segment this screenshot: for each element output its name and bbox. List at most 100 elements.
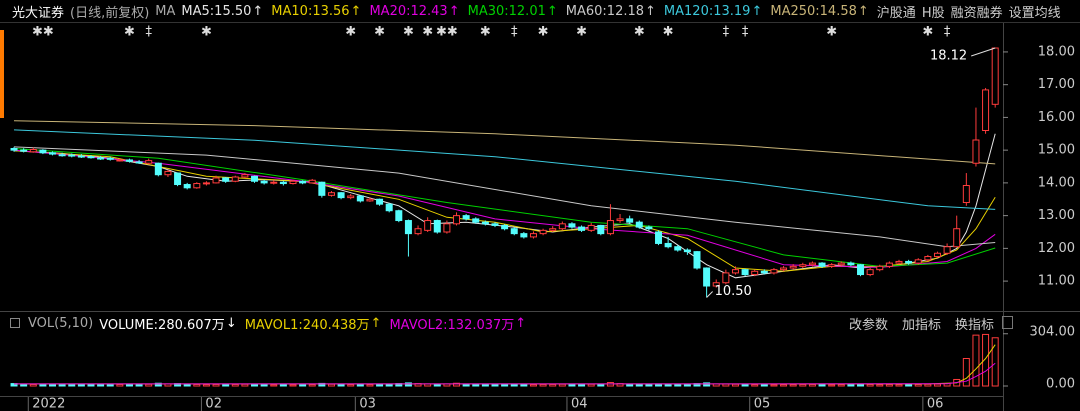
candle-body (462, 215, 470, 220)
volume-bar (481, 383, 489, 387)
candle-body (58, 154, 66, 157)
legend-trend: ↑ (448, 3, 460, 19)
candle-body (703, 267, 711, 287)
legend-trend: ↑ (350, 3, 362, 19)
volume-bar (356, 383, 364, 387)
candle-body (885, 262, 893, 267)
candle-body (395, 210, 403, 222)
event-marker: ✱✱ (436, 25, 458, 40)
event-marker: ✱ (576, 25, 587, 40)
y-tick-label: 0.00 (1046, 377, 1075, 392)
volume-bar (337, 383, 345, 387)
x-tick-label: 05 (754, 397, 771, 411)
candle-body (308, 179, 316, 184)
legend-entry: MA10:13.56 (271, 3, 350, 19)
y-tick-label: 14.00 (1038, 175, 1075, 190)
event-marker: ✱✱ (32, 25, 54, 40)
legend-trend: ↑ (370, 315, 382, 331)
candle-body (164, 170, 172, 176)
x-tick-label: 02 (205, 397, 222, 411)
volume-bar (472, 383, 480, 387)
legend-trend: ↑ (252, 3, 264, 19)
event-marker: ✱ (538, 25, 549, 40)
volume-bar (731, 383, 739, 387)
candle-body (154, 162, 162, 176)
volume-toolbar: 改参数 加指标 换指标 (841, 314, 1000, 333)
volume-bar (741, 383, 749, 387)
legend-entry: MAVOL1:240.438万 (244, 317, 370, 333)
legend-entry: MA30:12.01 (467, 3, 546, 19)
candle-body (655, 231, 663, 244)
candle-body (876, 265, 884, 271)
volume-bar (29, 383, 37, 387)
volume-bar (837, 384, 845, 387)
candle-body (145, 160, 153, 164)
candle-body (29, 148, 37, 153)
volume-bar (145, 383, 153, 387)
event-marker: ‡ (723, 25, 730, 40)
volume-bar (501, 384, 509, 387)
toolbar-button[interactable]: 沪股通 (876, 5, 916, 21)
volume-bar (751, 384, 759, 387)
candle-body (606, 220, 614, 235)
legend-entry: MAVOL2:132.037万 (389, 317, 515, 333)
volume-bar (828, 384, 836, 387)
volume-bar (68, 384, 76, 387)
volume-bar (87, 383, 95, 387)
candle-body (866, 269, 874, 276)
event-marker: ✱ (922, 25, 933, 40)
toolbar-button[interactable]: 设置均线 (1008, 5, 1061, 21)
candle-body (318, 181, 326, 196)
candle-body (241, 174, 249, 178)
volume-bar (49, 384, 57, 387)
legend-entry: MA250:14.58 (770, 3, 857, 19)
annotation-label: 18.12 (930, 49, 967, 64)
candle-body (933, 252, 941, 258)
volume-bar (587, 383, 595, 387)
candle-body (87, 156, 95, 159)
volume-bar (327, 383, 335, 387)
candle-body (520, 233, 528, 238)
volume-bar (924, 383, 932, 387)
volume-bar (578, 384, 586, 387)
toolbar-button[interactable]: 改参数 (848, 317, 888, 333)
volume-bar (645, 383, 653, 387)
volume-trend: ↓ (225, 315, 237, 331)
candle-body (135, 161, 143, 164)
volume-bar (597, 383, 605, 387)
toolbar-button[interactable]: 融资融券 (950, 5, 1003, 21)
volume-bar (674, 383, 682, 387)
legend-entry: MA120:13.19 (663, 3, 751, 19)
ma-line (13, 133, 996, 279)
y-tick-label: 304.00 (1030, 324, 1076, 339)
volume-bar (982, 333, 990, 387)
candle-body (568, 223, 576, 228)
volume-bar (905, 384, 913, 387)
candle-body (770, 269, 778, 274)
toolbar-button[interactable]: 换指标 (954, 317, 994, 333)
candle-body (578, 226, 586, 231)
volume-bar (770, 384, 778, 387)
volume-bar (77, 384, 85, 387)
event-marker: ✱ (201, 25, 212, 40)
legend-trend: ↑ (645, 3, 656, 19)
candle-body (808, 262, 816, 266)
candle-body (327, 192, 335, 196)
candle-body (97, 157, 105, 160)
event-marker: ✱ (422, 25, 433, 40)
candle-body (549, 228, 557, 231)
volume-bar (270, 384, 278, 387)
candle-body (962, 185, 970, 204)
candle-body (914, 259, 922, 264)
candle-body (174, 172, 182, 186)
toolbar-button[interactable]: H股 (921, 5, 945, 21)
ma-label: MA (155, 3, 176, 19)
event-marker: ✱ (480, 25, 491, 40)
candle-body (337, 192, 345, 199)
candle-body (722, 272, 730, 284)
candle-body (20, 149, 28, 152)
toolbar-button[interactable]: 加指标 (901, 317, 941, 333)
panel-close[interactable] (1002, 316, 1013, 329)
volume-bar (866, 383, 874, 387)
volume-bar (308, 384, 316, 387)
